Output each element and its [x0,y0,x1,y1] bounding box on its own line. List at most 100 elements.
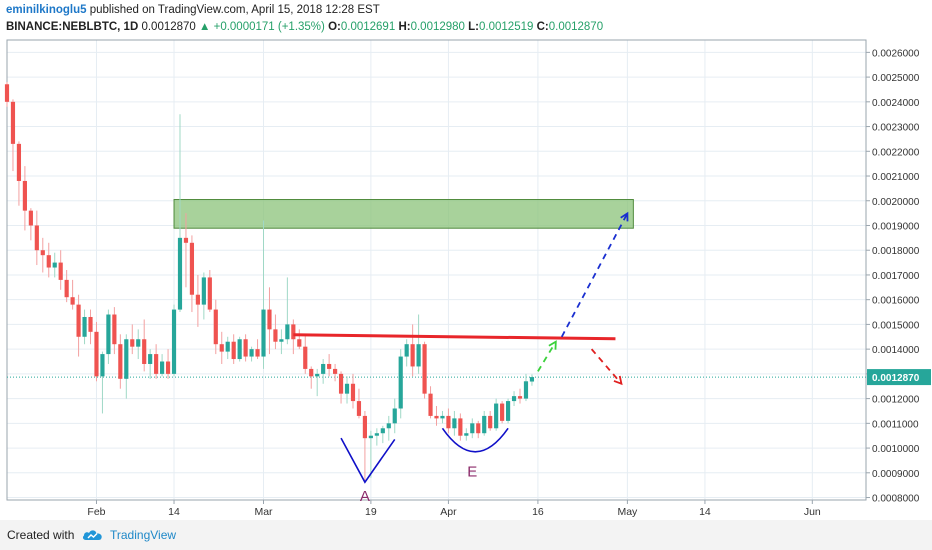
current-price: 0.0012870 [141,21,196,33]
candle-body [46,255,51,268]
candle-body [511,396,517,402]
open-value: 0.0012691 [340,21,396,33]
y-tick-label: 0.0023000 [872,123,920,134]
projection-arrow-blue [560,212,629,338]
candle-body [136,339,141,347]
x-tick-label: Mar [254,506,273,518]
candle-body [422,344,427,394]
candle-body [297,339,302,347]
y-tick-label: 0.0014000 [872,345,920,356]
candle-body [464,433,469,436]
candle-body [22,180,27,211]
candle-body [338,373,344,394]
candle-body [165,361,171,374]
tradingview-cloud-icon [82,530,102,540]
candle-body [309,368,314,377]
y-tick-label: 0.0017000 [872,271,920,282]
x-tick-label: 16 [532,506,544,518]
x-tick-label: 14 [168,506,180,518]
price-chart[interactable]: A E 0.0026000 0.0025000 0.0024000 0.0023000 0.… [0,0,932,520]
tradingview-link[interactable]: TradingView [110,528,177,542]
candle-body [374,433,379,436]
publish-line: eminilkinoglu5 published on TradingView.… [6,2,906,19]
candle-body [64,279,69,298]
candle-body [28,210,33,226]
pattern-label-a: A [360,488,370,505]
candle-body [517,396,523,399]
candle-body [315,373,320,377]
x-tick-label: May [617,506,638,518]
candle-body [350,383,356,402]
candle-body [500,403,505,421]
candle-body [40,250,45,256]
candle-body [82,316,87,337]
y-tick-label: 0.0009000 [872,469,920,480]
open-label: O: [328,21,341,33]
y-tick-label: 0.0020000 [872,197,920,208]
candle-body [94,331,99,377]
candle-body [344,383,350,394]
publish-info: published on TradingView.com, April 15, … [89,4,380,16]
candle-body [142,339,147,364]
candle-body [219,344,224,352]
plot-frame [6,39,867,501]
last-price-label: 0.0012870 [872,373,920,384]
low-value: 0.0012519 [479,21,534,33]
candle-body [225,341,230,352]
ohlc-line: BINANCE:NEBLBTC, 1D 0.0012870 ▲ +0.00001… [6,19,906,36]
y-tick-label: 0.0010000 [872,444,920,455]
candle-body [177,237,183,310]
candle-body [392,408,397,424]
created-with-text: Created with [7,528,75,542]
candle-body [410,344,415,367]
y-tick-label: 0.0022000 [872,147,920,158]
x-tick-label: Feb [87,506,105,518]
candle-body [130,339,135,347]
candle-body [327,363,332,369]
candle-body [231,341,236,360]
candle-body [70,297,75,305]
pattern-label-e: E [467,463,477,480]
candle-body [476,423,481,434]
candle-body [106,314,111,355]
y-tick-label: 0.0025000 [872,73,920,84]
projection-arrow-blue-head [620,211,629,222]
footer-bar: Created with TradingView [0,520,932,550]
candle-body [189,242,195,295]
price-change: ▲ +0.0000171 (+1.35%) [199,21,325,33]
candle-body [201,277,206,305]
candle-body [34,225,39,251]
x-tick-label: 19 [365,506,377,518]
projection-arrow-green [537,341,557,372]
resistance-line [293,333,616,341]
candle-body [494,403,499,429]
candle-body [488,415,493,429]
candle-body [380,428,385,434]
candle-body [362,415,368,439]
symbol-label: BINANCE:NEBLBTC, 1D [6,21,139,33]
candle-body [10,101,16,144]
last-price-badge [867,369,931,386]
y-tick-label: 0.0012000 [872,395,920,406]
candle-body [148,354,153,364]
candle-body [118,344,123,379]
candle-body [356,401,362,416]
candle-body [470,423,475,434]
candle-body [482,415,487,434]
y-tick-label: 0.0016000 [872,296,920,307]
chart-header: eminilkinoglu5 published on TradingView.… [6,2,906,36]
candle-body [183,237,189,243]
candle-body [458,418,463,436]
candle-body [303,346,308,369]
candle-body [195,294,200,305]
y-tick-label: 0.0021000 [872,172,920,183]
candle-body [58,262,63,280]
candle-body [112,314,117,345]
projection-arrow-green-head [548,340,557,350]
candle-body [398,356,403,409]
candle-body [416,344,421,367]
candle-body [291,324,296,340]
candle-body [404,344,409,357]
x-tick-label: 14 [699,506,711,518]
author-link[interactable]: eminilkinoglu5 [6,4,87,16]
